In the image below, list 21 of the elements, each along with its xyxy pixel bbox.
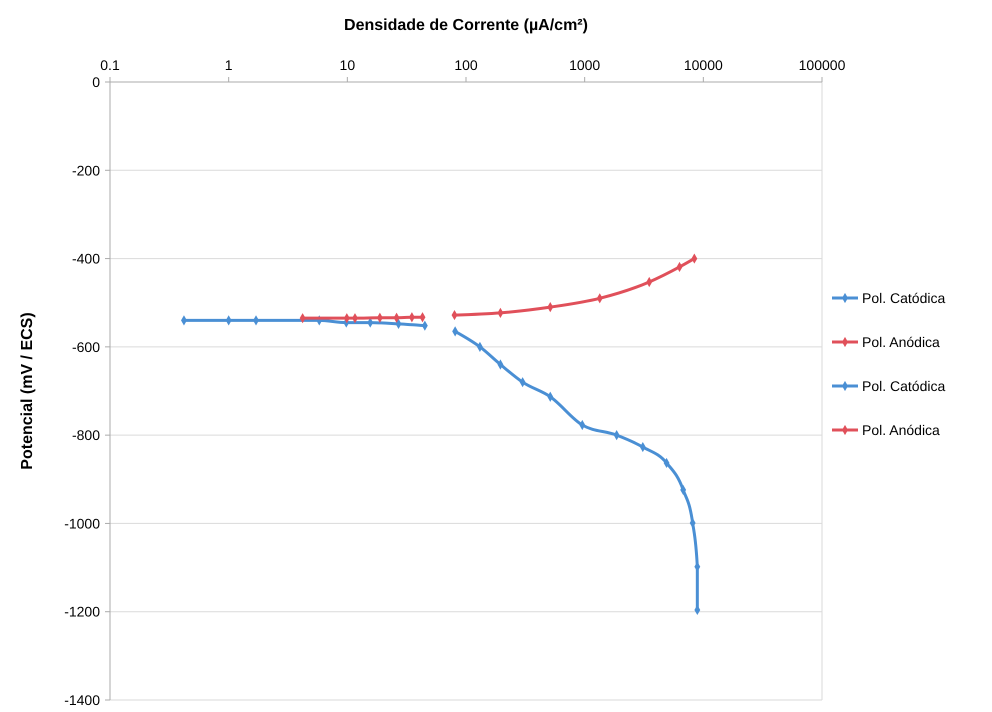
x-axis-title: Densidade de Corrente (µA/cm²) xyxy=(344,17,588,34)
y-tick-label: -1200 xyxy=(64,604,100,620)
y-tick-label: -200 xyxy=(72,162,100,178)
legend-label: Pol. Catódica xyxy=(862,378,946,394)
x-tick-label: 100 xyxy=(454,57,478,73)
legend-label: Pol. Catódica xyxy=(862,290,946,306)
x-tick-label: 10 xyxy=(340,57,356,73)
y-tick-label: -400 xyxy=(72,250,100,267)
legend-label: Pol. Anódica xyxy=(862,422,940,438)
y-tick-label: -800 xyxy=(72,427,100,444)
y-tick-label: -1000 xyxy=(64,515,100,532)
legend-label: Pol. Anódica xyxy=(862,334,940,350)
x-tick-label: 10000 xyxy=(684,57,724,73)
x-tick-label: 1000 xyxy=(569,57,600,73)
x-tick-label: 100000 xyxy=(798,57,846,73)
y-tick-label: -600 xyxy=(72,338,100,355)
x-tick-label: 0.1 xyxy=(100,57,120,73)
y-tick-label: 0 xyxy=(92,74,100,90)
x-tick-label: 1 xyxy=(224,57,233,73)
y-axis-title: Potencial (mV / ECS) xyxy=(19,312,36,470)
y-tick-label: -1400 xyxy=(64,692,100,708)
